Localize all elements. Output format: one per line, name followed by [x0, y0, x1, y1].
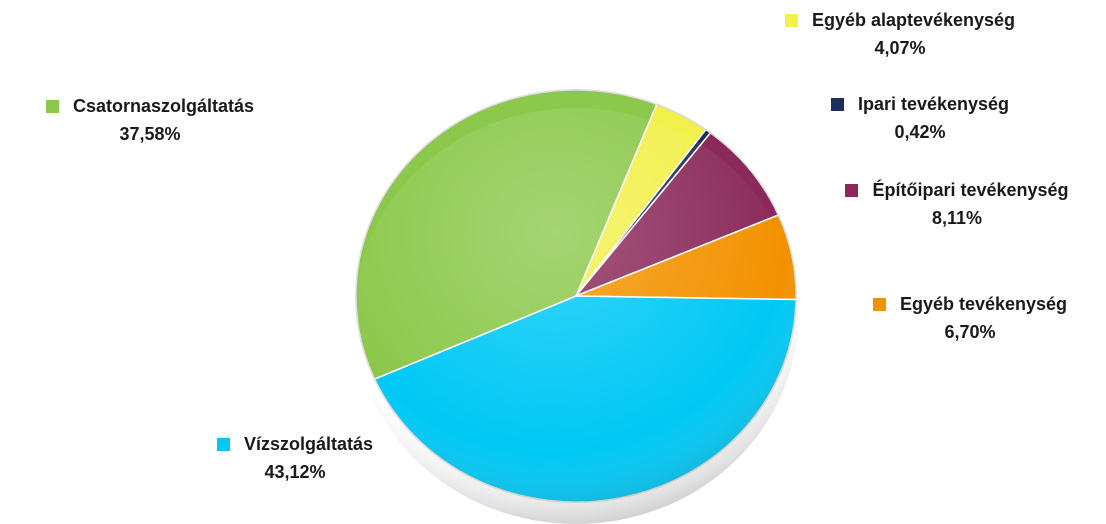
- marker-epitoipari-tevekenyseg: [845, 183, 859, 197]
- slice-name: Egyéb tevékenység: [899, 294, 1068, 314]
- slice-name: Építőipari tevékenység: [872, 180, 1069, 200]
- label-ipari-tevekenyseg: Ipari tevékenység 0,42%: [790, 90, 1050, 146]
- slice-name: Vízszolgáltatás: [243, 434, 374, 454]
- marker-vizszolgaltatas: [216, 437, 230, 451]
- label-egyeb-tevekenyseg: Egyéb tevékenység 6,70%: [845, 290, 1095, 346]
- marker-csatornaszolgaltatas: [45, 99, 59, 113]
- marker-egyeb-alaptevekenyseg: [784, 13, 798, 27]
- marker-egyeb-tevekenyseg: [872, 297, 886, 311]
- slice-percent: 43,12%: [264, 462, 326, 482]
- label-egyeb-alaptevekenyseg: Egyéb alaptevékenység 4,07%: [735, 6, 1065, 62]
- label-csatornaszolgaltatas: Csatornaszolgáltatás 37,58%: [0, 92, 300, 148]
- label-vizszolgaltatas: Vízszolgáltatás 43,12%: [175, 430, 415, 486]
- slice-percent: 37,58%: [119, 124, 181, 144]
- slice-percent: 4,07%: [874, 38, 926, 58]
- slice-name: Ipari tevékenység: [857, 94, 1010, 114]
- slice-percent: 8,11%: [931, 208, 983, 228]
- slice-percent: 0,42%: [894, 122, 946, 142]
- slice-name: Csatornaszolgáltatás: [72, 96, 255, 116]
- slice-name: Egyéb alaptevékenység: [811, 10, 1016, 30]
- label-epitoipari-tevekenyseg: Építőipari tevékenység 8,11%: [812, 176, 1102, 232]
- marker-ipari-tevekenyseg: [830, 97, 844, 111]
- slice-percent: 6,70%: [944, 322, 996, 342]
